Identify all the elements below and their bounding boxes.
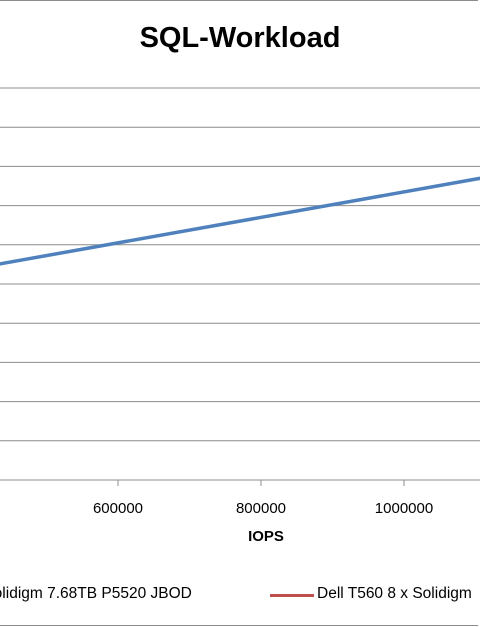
x-tick-labels: 4000006000008000001000000 (0, 500, 433, 517)
x-axis-title: IOPS (248, 528, 284, 545)
x-tick-label: 800000 (236, 500, 286, 517)
gridlines (0, 87, 480, 442)
x-tick-label: 600000 (93, 500, 143, 517)
legend-swatch-series-2 (270, 594, 314, 597)
legend-item-series-2: Dell T560 8 x Solidigm (317, 585, 472, 602)
legend-item-series-1: Dell T560 8 x Solidigm 7.68TB P5520 JBOD (0, 585, 192, 602)
x-tick-label: 1000000 (375, 500, 433, 517)
chart-title: SQL-Workload (139, 22, 341, 54)
series-lines (0, 176, 480, 266)
x-axis (0, 479, 480, 486)
series-line-1 (0, 176, 480, 266)
